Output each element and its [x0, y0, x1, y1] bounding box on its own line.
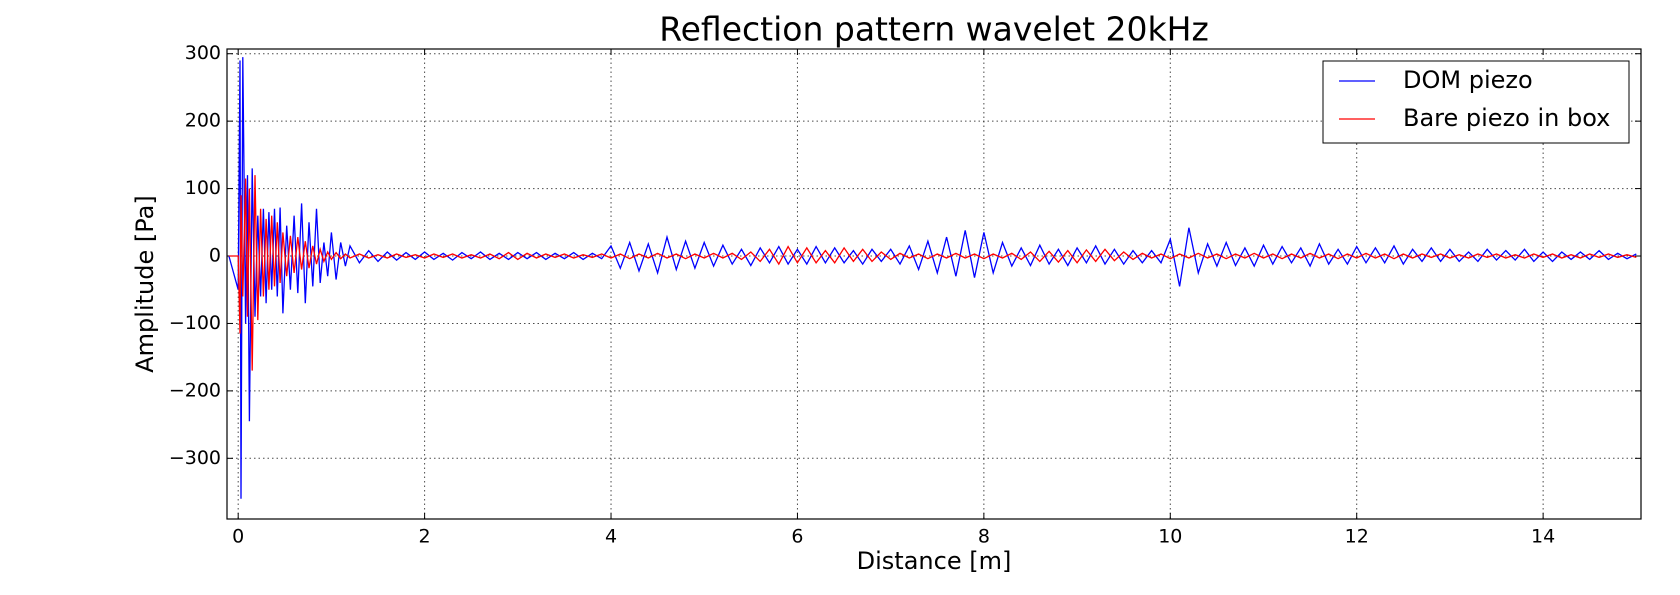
y-tick-label: 100: [185, 177, 221, 199]
x-tick-label: 14: [1531, 526, 1555, 548]
x-tick-label: 4: [605, 526, 617, 548]
y-tick-label: 200: [185, 110, 221, 132]
y-tick-label: −300: [169, 447, 221, 469]
legend-label: DOM piezo: [1403, 66, 1533, 94]
chart-title: Reflection pattern wavelet 20kHz: [659, 10, 1209, 49]
y-tick-label: 0: [209, 245, 221, 267]
x-tick-label: 10: [1158, 526, 1182, 548]
x-tick-label: 2: [419, 526, 431, 548]
x-tick-label: 0: [232, 526, 244, 548]
data-line: [228, 57, 1637, 499]
x-tick-label: 12: [1345, 526, 1369, 548]
legend-label: Bare piezo in box: [1403, 104, 1610, 132]
x-tick-label: 6: [791, 526, 803, 548]
x-tick-label: 8: [978, 526, 990, 548]
data-line: [228, 175, 1637, 371]
plot-frame: [226, 48, 1642, 520]
y-tick-label: −100: [169, 312, 221, 334]
y-tick-label: −200: [169, 379, 221, 401]
y-axis-label: Amplitude [Pa]: [131, 195, 159, 372]
legend-box: [1322, 60, 1630, 144]
x-axis-label: Distance [m]: [857, 547, 1012, 575]
y-tick-label: 300: [185, 42, 221, 64]
